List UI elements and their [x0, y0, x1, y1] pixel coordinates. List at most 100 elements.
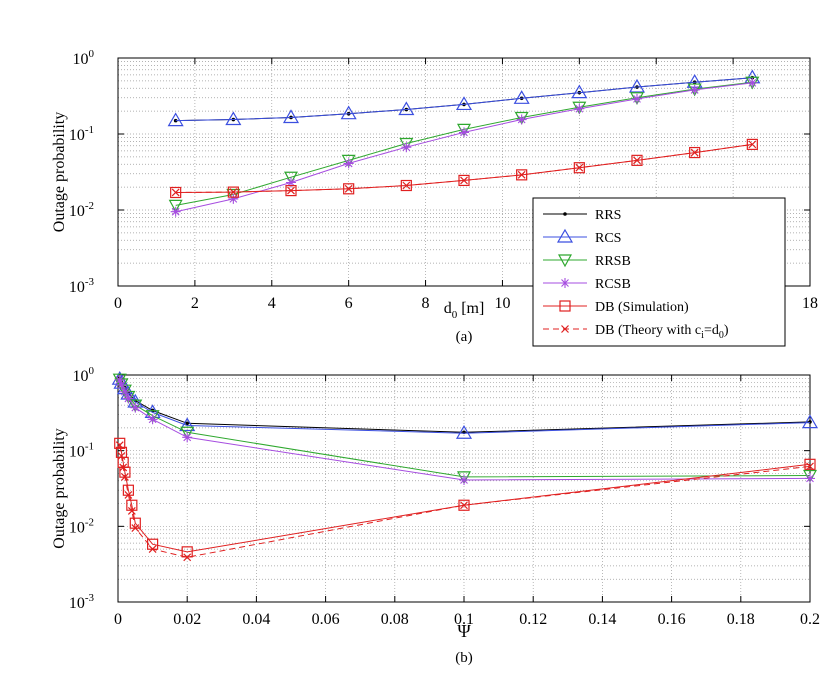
- data-point: [459, 474, 469, 485]
- x-axis-label: d0 [m]: [444, 300, 485, 321]
- data-point: [130, 402, 141, 413]
- legend-label: DB (Simulation): [595, 300, 689, 315]
- data-point: [401, 142, 412, 153]
- legend-marker: [563, 212, 567, 216]
- data-point: [168, 199, 183, 213]
- data-point: [123, 393, 134, 404]
- series-db-theory-with-c: [171, 140, 757, 197]
- series-rcs: [111, 371, 819, 439]
- data-point: [689, 84, 700, 95]
- data-point: [747, 77, 758, 88]
- data-point: [571, 84, 588, 99]
- series-rrs: [173, 75, 755, 123]
- data-point: [148, 545, 157, 554]
- x-tick-label: 4: [268, 295, 276, 312]
- data-point: [128, 399, 143, 413]
- data-point: [460, 176, 468, 185]
- x-tick-label: 0.14: [588, 611, 616, 628]
- grid: [118, 375, 810, 602]
- data-point: [131, 524, 140, 532]
- data-point: [690, 148, 699, 157]
- data-point: [286, 177, 296, 188]
- legend-label: RRSB: [595, 254, 631, 269]
- data-point: [455, 425, 473, 439]
- data-point: [516, 169, 528, 181]
- legend-label: DB (Theory with ci=d0): [595, 323, 729, 341]
- data-point: [170, 206, 181, 217]
- data-point: [343, 158, 354, 169]
- data-point: [147, 414, 158, 425]
- x-tick-label: 0.12: [519, 611, 547, 628]
- data-point: [632, 93, 642, 104]
- series-line: [175, 82, 753, 213]
- y-tick-label: 10-3: [69, 592, 95, 612]
- data-point: [455, 96, 473, 111]
- y-tick-label: 100: [73, 48, 95, 68]
- series-rcs: [167, 69, 761, 127]
- legend-label: RRS: [595, 208, 621, 223]
- y-axis-label: Outage probability: [51, 112, 68, 232]
- x-tick-label: 10: [494, 295, 510, 312]
- data-point: [180, 426, 195, 440]
- panel-label: (a): [456, 329, 473, 345]
- data-point: [114, 374, 125, 385]
- data-point: [689, 146, 701, 159]
- y-tick-label: 10-1: [69, 441, 94, 461]
- x-tick-label: 0.04: [242, 611, 270, 628]
- data-point: [127, 506, 136, 515]
- data-point: [574, 103, 585, 114]
- data-point: [458, 499, 470, 511]
- data-point: [287, 186, 295, 195]
- data-point: [344, 184, 353, 193]
- data-point: [229, 188, 238, 197]
- x-tick-label: 0.18: [727, 611, 755, 628]
- data-point: [182, 432, 193, 443]
- y-tick-label: 10-1: [69, 124, 94, 144]
- series-rcsb: [114, 374, 815, 485]
- data-point: [185, 421, 189, 426]
- data-point: [806, 462, 814, 471]
- x-tick-label: 0.1: [454, 611, 474, 628]
- x-tick-label: 0: [114, 611, 122, 628]
- data-point: [115, 441, 124, 450]
- data-point: [513, 90, 530, 104]
- data-point: [804, 458, 816, 470]
- legend-label: RCSB: [595, 277, 631, 292]
- series-line: [175, 77, 753, 122]
- data-point: [805, 473, 815, 484]
- data-point: [402, 181, 411, 190]
- legend-marker: [556, 228, 574, 243]
- data-point: [119, 386, 130, 397]
- y-tick-label: 10-2: [69, 200, 94, 220]
- series-line: [175, 143, 753, 193]
- data-point: [748, 140, 757, 149]
- x-tick-label: 6: [345, 295, 353, 312]
- y-tick-label: 10-3: [69, 276, 95, 296]
- legend-box: [532, 197, 786, 347]
- legend-marker: [557, 254, 573, 268]
- data-point: [631, 154, 643, 166]
- panel-label: (b): [455, 650, 473, 666]
- series-line: [119, 379, 811, 481]
- data-point: [179, 417, 196, 432]
- data-point: [628, 78, 646, 93]
- data-point: [173, 118, 178, 123]
- data-point: [808, 420, 812, 424]
- data-point: [516, 114, 527, 125]
- data-point: [119, 463, 128, 472]
- data-point: [340, 105, 357, 120]
- series-db-theory: [115, 441, 814, 562]
- x-tick-label: 0.16: [658, 611, 686, 628]
- data-point: [801, 414, 819, 429]
- y-tick-label: 100: [73, 365, 95, 385]
- panel-b: 0 0.02 0.04 0.06 0.08 0.1 0.12 0.14 0.16 0.18 0.2 1…: [51, 365, 820, 666]
- data-point: [633, 156, 641, 165]
- data-point: [228, 193, 239, 204]
- data-point: [343, 183, 355, 195]
- data-point: [183, 553, 192, 562]
- x-tick-label: 8: [422, 295, 430, 312]
- data-point: [116, 379, 127, 390]
- series-db-simulation: [114, 437, 816, 558]
